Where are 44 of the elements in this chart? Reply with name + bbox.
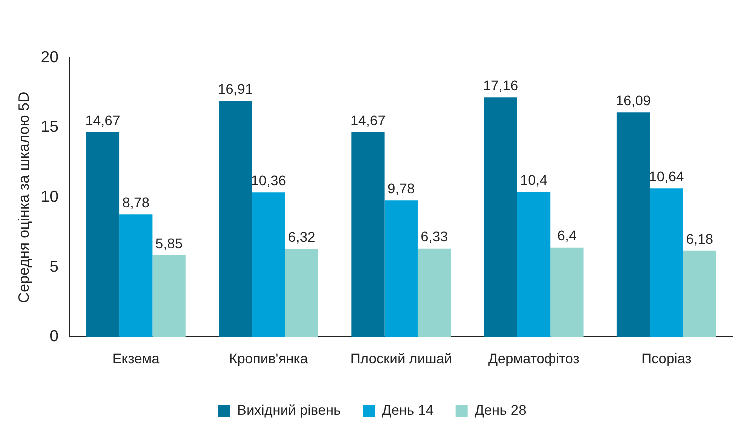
legend-label: День 28 [474,402,527,418]
data-label: 8,78 [122,194,150,210]
data-label: 16,09 [616,92,652,108]
data-label: 14,67 [85,112,121,128]
bar [683,250,716,338]
legend-label: Вихідний рівень [237,402,342,418]
data-label: 6,32 [288,228,316,245]
data-label: 9,78 [388,180,416,197]
data-label: 6,4 [557,228,578,244]
y-tick-label: 5 [50,258,59,276]
bar [352,132,385,338]
data-label: 5,85 [156,235,184,252]
x-tick-label: Кропив'янка [229,350,308,366]
data-label: 6,18 [686,230,714,247]
y-tick-label: 10 [41,189,59,206]
bar [550,248,584,338]
x-tick-label: Плоский лишай [350,350,452,366]
data-label: 14,67 [350,112,386,128]
bar [650,188,684,338]
bar [384,200,418,338]
bar [616,112,650,338]
y-tick-label: 15 [41,119,59,136]
bar [219,101,252,338]
bar [152,256,186,338]
data-label: 16,91 [218,80,254,97]
data-label: 6,33 [420,228,448,245]
x-tick-label: Псоріаз [642,350,692,366]
y-axis-title: Середня оцінка за шкалою 5D [16,92,34,304]
bar [285,248,318,338]
bar [252,192,286,338]
data-label: 10,4 [520,172,548,188]
y-tick-label: 20 [41,49,59,66]
bar [418,248,452,338]
legend-label: День 14 [382,402,434,418]
data-label: 17,16 [483,78,519,94]
bar [484,98,518,338]
y-tick-label: 0 [50,328,59,346]
bar [120,214,153,338]
x-tick-label: Дерматофітоз [488,350,580,366]
data-label: 10,36 [251,172,286,188]
data-label: 10,64 [649,168,684,185]
bar [86,132,120,338]
x-tick-label: Екзема [112,350,160,366]
bar [517,192,551,338]
